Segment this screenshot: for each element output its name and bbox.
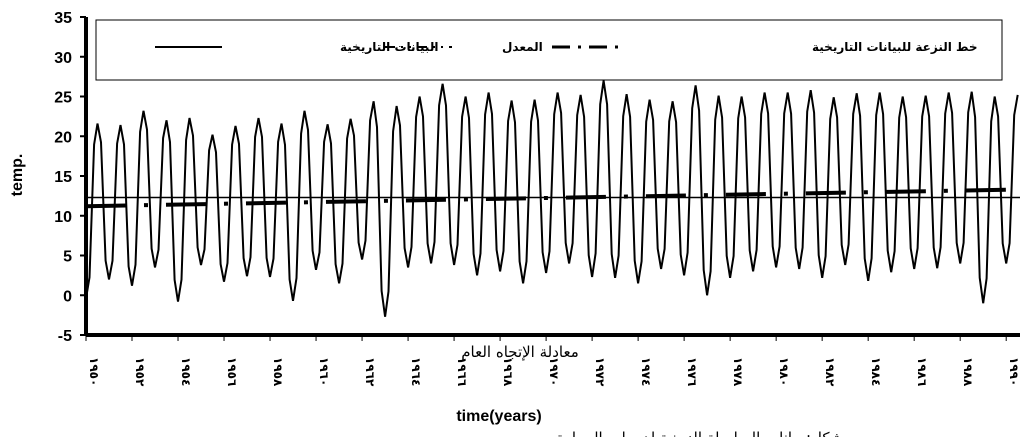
x-tick-label: ١٩٥٢: [133, 357, 147, 387]
x-tick-label: ١٩٨٤: [869, 357, 883, 386]
x-tick-label: ١٩٨٢: [823, 357, 837, 387]
x-tick-label: ١٩٨٠: [777, 357, 791, 386]
x-tick-label: ١٩٧٦: [685, 357, 699, 386]
x-axis-ticks: ١٩٥٠ ١٩٥٢ ١٩٥٤ ١٩٥٦ ١٩٥٨ ١٩٦٠ ١٩٦٢ ١٩٦٤ ١٩٦٦ ١٩٦٨…: [85, 335, 1020, 387]
series-trend-line: [85, 187, 1020, 209]
x-tick-label: ١٩٨٨: [961, 357, 975, 387]
x-tick-label: ١٩٨٦: [915, 357, 929, 386]
x-tick-label: ١٩٧٢: [593, 357, 607, 387]
trend-equation-annotation: معادلة الإتجاه العام: [461, 343, 579, 361]
y-tick-label: 10: [54, 209, 72, 226]
y-axis-ticks: -5 0 5 10 15 20 25 30 35: [54, 10, 86, 345]
y-tick-label: 20: [54, 129, 72, 146]
x-tick-label: ١٩٧٤: [639, 357, 653, 386]
x-tick-label: ١٩٦٦: [455, 357, 469, 386]
legend-label-trend: خط النزعة للبيانات التاريخية: [812, 40, 978, 54]
x-axis-title: time(years): [456, 408, 541, 425]
figure-caption: شكل: بيانات السلسلة الزمنية لدرجات الحرا…: [557, 429, 843, 437]
series-historical-line: [85, 80, 1019, 317]
x-tick-label: ١٩٦٢: [363, 357, 377, 387]
y-tick-label: -5: [58, 328, 72, 345]
y-tick-label: 5: [63, 249, 72, 266]
x-tick-label: ١٩٥٨: [271, 357, 285, 387]
x-tick-label: ١٩٦٨: [501, 357, 515, 387]
x-tick-label: ١٩٥٠: [87, 357, 101, 386]
y-tick-label: 0: [63, 288, 72, 305]
x-tick-label: ١٩٥٦: [225, 357, 239, 386]
y-axis-title: temp.: [9, 154, 26, 197]
x-tick-label: ١٩٦٠: [317, 357, 331, 386]
y-tick-label: 15: [54, 169, 72, 186]
y-tick-label: 25: [54, 90, 72, 107]
legend-box: [95, 19, 1003, 81]
legend: البيانات التاريخية المعدل خط النزعة للبي…: [95, 19, 1003, 81]
x-tick-label: ١٩٧٠: [547, 357, 561, 386]
y-tick-label: 30: [54, 50, 72, 67]
y-tick-label: 35: [54, 10, 72, 27]
x-tick-label: ١٩٥٤: [179, 357, 193, 386]
x-tick-label: ١٩٧٨: [731, 357, 745, 387]
x-tick-label: ١٩٩٠: [1007, 357, 1020, 386]
legend-label-mean: المعدل: [502, 40, 543, 54]
x-tick-label: ١٩٦٤: [409, 357, 423, 386]
series-layer: [85, 80, 1020, 317]
